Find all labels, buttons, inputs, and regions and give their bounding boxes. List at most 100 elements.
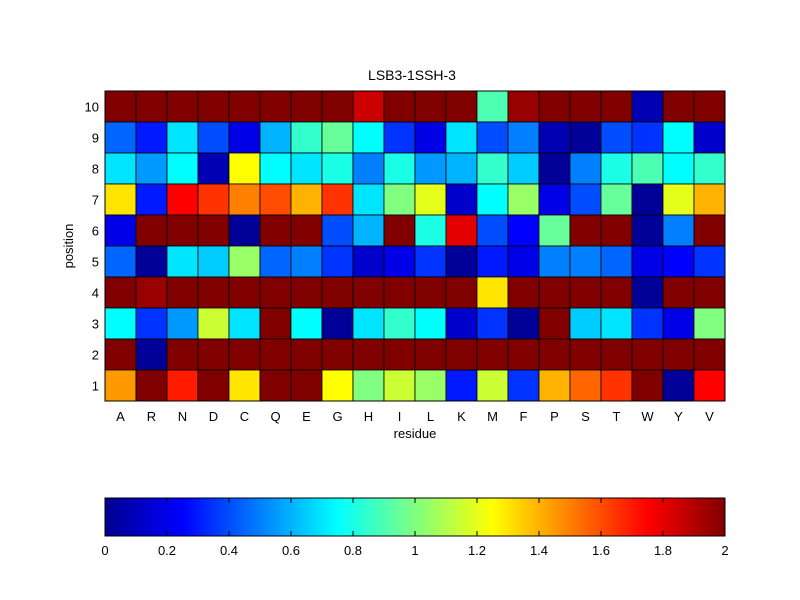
heatmap-cell [414,90,447,123]
heatmap-cell [135,276,168,309]
heatmap-cell [104,90,137,123]
heatmap-cell [538,152,571,185]
heatmap-cell [662,276,695,309]
heatmap-cell [290,307,323,340]
heatmap-cell [631,90,664,123]
heatmap-cell [693,369,726,402]
heatmap-cell [166,90,199,123]
heatmap-cell [476,276,509,309]
heatmap-cell [197,214,230,247]
x-tick-label: T [613,409,621,424]
heatmap-cell [600,183,633,216]
heatmap-cell [290,338,323,371]
heatmap-cell [414,369,447,402]
heatmap-cell [476,338,509,371]
heatmap-cell [538,183,571,216]
heatmap-cell [507,183,540,216]
heatmap-cell [507,121,540,154]
x-tick-label: H [364,409,373,424]
heatmap-cell [104,369,137,402]
heatmap-cell [259,307,292,340]
heatmap-cell [383,338,416,371]
heatmap-cell [383,152,416,185]
y-tick-label: 5 [92,255,99,270]
heatmap-cell [228,276,261,309]
x-tick-label: P [550,409,559,424]
heatmap-cell [600,338,633,371]
heatmap-cell [631,338,664,371]
heatmap-cell [631,369,664,402]
colorbar-tick-label: 2 [721,543,728,558]
heatmap-cell [228,214,261,247]
heatmap-cell [662,90,695,123]
x-tick-label: R [147,409,156,424]
heatmap-cell [445,369,478,402]
heatmap-cell [352,245,385,278]
colorbar-ticks: 0 0.2 0.4 0.6 0.8 1 1.2 1.4 1.6 1.8 2 [101,498,729,558]
heatmap-cell [135,214,168,247]
heatmap-cell [507,307,540,340]
heatmap-cell [476,307,509,340]
heatmap-cell [476,369,509,402]
heatmap-cell [104,307,137,340]
heatmap-cell [383,245,416,278]
heatmap-cell [538,307,571,340]
heatmap-cell [631,245,664,278]
heatmap-cell [197,276,230,309]
heatmap-cell [569,121,602,154]
heatmap-cell [693,183,726,216]
heatmap-cell [352,152,385,185]
heatmap-cell [693,90,726,123]
heatmap-cell [662,245,695,278]
heatmap-cell [693,276,726,309]
heatmap-cell [166,307,199,340]
x-tick-label: Y [674,409,683,424]
heatmap-cell [135,90,168,123]
heatmap-cell [321,338,354,371]
heatmap-cell [321,276,354,309]
x-tick-label: I [398,409,402,424]
heatmap-cell [476,183,509,216]
heatmap-cell [166,245,199,278]
heatmap-cell [507,90,540,123]
heatmap-cell [321,152,354,185]
heatmap-cell [104,338,137,371]
heatmap-cell [538,338,571,371]
heatmap-cell [197,90,230,123]
heatmap-cell [135,369,168,402]
heatmap-cell [693,152,726,185]
heatmap-cell [569,245,602,278]
heatmap-cell [445,214,478,247]
heatmap-cell [352,90,385,123]
x-tick-label: N [178,409,187,424]
y-tick-label: 9 [92,131,99,146]
heatmap-cell [693,121,726,154]
heatmap-cell [383,90,416,123]
heatmap-cell [321,245,354,278]
heatmap-cell [166,214,199,247]
heatmap-cell [290,214,323,247]
heatmap-cell [321,121,354,154]
y-tick-label: 3 [92,317,99,332]
heatmap-cell [445,90,478,123]
colorbar-tick-label: 0 [101,543,108,558]
heatmap-cell [321,183,354,216]
x-tick-label: G [332,409,342,424]
heatmap-cell [445,245,478,278]
colorbar-tick-label: 0.8 [344,543,362,558]
heatmap-cell [352,276,385,309]
heatmap-cell [104,214,137,247]
heatmap-cell [569,214,602,247]
heatmap-cell [259,121,292,154]
colorbar-tick-label: 1.2 [468,543,486,558]
heatmap-cell [290,183,323,216]
heatmap-cell [538,214,571,247]
heatmap-cell [538,90,571,123]
heatmap-cell [321,307,354,340]
heatmap-cell [352,307,385,340]
heatmap-cell [631,121,664,154]
heatmap-cell [197,183,230,216]
x-axis-label: residue [394,426,437,441]
